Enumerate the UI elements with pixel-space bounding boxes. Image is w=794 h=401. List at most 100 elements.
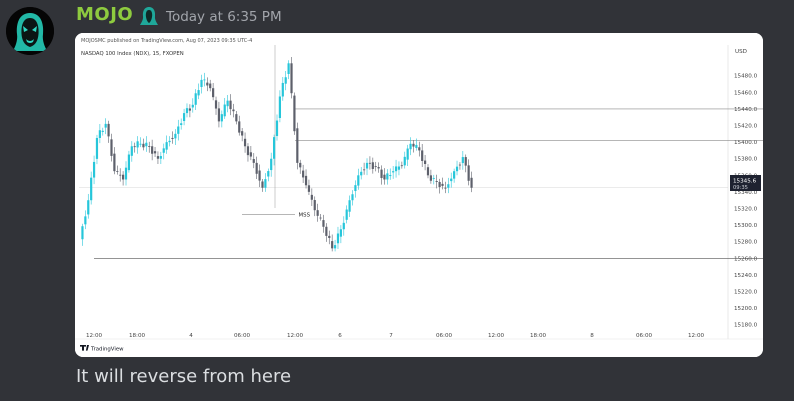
candle-body <box>177 126 180 134</box>
price-tick-label: 15480.0 <box>734 74 758 80</box>
candle-body <box>197 90 200 96</box>
candle-body <box>264 179 267 188</box>
candle-body <box>270 158 273 171</box>
candle-body <box>185 108 189 114</box>
username[interactable]: MOJO <box>76 4 134 25</box>
message-text: It will reverse from here <box>76 366 292 387</box>
candle-body <box>438 181 441 188</box>
candle-body <box>162 148 165 153</box>
price-tick-label: 15400.0 <box>734 140 758 146</box>
candle-body <box>200 79 203 88</box>
candle-body <box>110 139 113 156</box>
time-tick-label: 12:00 <box>86 333 103 339</box>
candle-body <box>98 130 101 138</box>
candle-body <box>374 166 377 168</box>
candle-body <box>400 165 403 167</box>
candle-body <box>284 77 287 84</box>
candle-body <box>182 113 186 122</box>
candle-body <box>296 128 299 163</box>
candle-body <box>136 141 139 148</box>
candle-body <box>122 174 125 180</box>
candle-body <box>153 151 157 154</box>
candle-body <box>151 146 154 154</box>
candle-body <box>232 109 235 112</box>
chart-image-attachment[interactable]: MOJOSMC published on TradingView.com, Au… <box>75 33 763 357</box>
candle-body <box>104 123 107 128</box>
candle-body <box>81 226 84 240</box>
candle-body <box>426 167 430 176</box>
chart-symbol-title: NASDAQ 100 Index (NDX), 15, FXOPEN <box>81 51 184 57</box>
candle-body <box>206 82 209 86</box>
candlestick-chart: MOJOSMC published on TradingView.com, Au… <box>75 33 763 357</box>
current-price-tag <box>730 175 761 191</box>
candle-body <box>92 161 96 178</box>
candle-body <box>423 160 427 165</box>
candle-body <box>415 144 418 148</box>
candle-body <box>328 235 331 238</box>
candle-body <box>360 171 363 176</box>
time-tick-label: 12:00 <box>287 333 304 339</box>
candle-body <box>226 100 229 107</box>
candle-body <box>87 200 90 215</box>
candle-body <box>217 108 221 122</box>
time-tick-label: 06:00 <box>234 333 251 339</box>
candle-body <box>470 177 473 188</box>
time-tick-label: 18:00 <box>530 333 547 339</box>
candle-body <box>342 222 345 230</box>
candle-body <box>447 184 450 188</box>
candle-body <box>252 159 255 163</box>
candle-body <box>412 143 415 147</box>
user-avatar[interactable] <box>6 7 54 55</box>
candle-body <box>191 104 194 108</box>
candle-body <box>278 96 282 119</box>
candle-body <box>180 123 183 125</box>
candle-body <box>394 166 398 172</box>
candle-body <box>392 171 395 173</box>
candle-body <box>124 167 128 180</box>
candle-body <box>458 164 462 166</box>
candle-body <box>130 146 133 156</box>
candle-body <box>377 167 380 169</box>
candle-body <box>156 156 160 159</box>
time-tick-label: 12:00 <box>688 333 705 339</box>
candle-body <box>386 173 389 180</box>
candle-body <box>313 200 316 211</box>
candle-body <box>380 169 383 178</box>
candle-body <box>145 142 148 147</box>
time-tick-label: 12:00 <box>488 333 505 339</box>
candle-body <box>229 100 232 110</box>
candle-body <box>246 146 250 156</box>
candle-body <box>90 177 93 201</box>
candle-body <box>188 108 191 111</box>
time-tick-label: 06:00 <box>436 333 453 339</box>
candle-body <box>421 150 424 162</box>
candle-body <box>299 162 302 168</box>
candle-body <box>214 100 218 109</box>
candle-body <box>258 170 261 181</box>
candle-body <box>127 154 131 171</box>
price-tick-label: 15200.0 <box>734 306 758 312</box>
candle-body <box>307 185 311 192</box>
tradingview-logo: TradingView <box>80 345 124 353</box>
candle-body <box>325 226 328 236</box>
price-tick-label: 15340.0 <box>734 190 758 196</box>
candle-body <box>389 175 392 177</box>
time-tick-label: 06:00 <box>636 333 653 339</box>
candle-body <box>336 233 340 244</box>
time-tick-label: 8 <box>590 333 594 339</box>
candle-body <box>406 148 409 160</box>
candle-body <box>339 229 342 237</box>
candle-body <box>429 175 432 181</box>
price-tick-label: 15460.0 <box>734 90 758 96</box>
candle-body <box>95 137 99 159</box>
candle-body <box>116 171 119 172</box>
candle-body <box>435 181 438 182</box>
candle-body <box>238 121 241 133</box>
candle-body <box>267 171 270 177</box>
candle-body <box>171 137 174 139</box>
candle-body <box>464 157 467 166</box>
candle-body <box>467 165 470 181</box>
candle-body <box>322 220 325 227</box>
candle-body <box>281 82 284 97</box>
candle-body <box>418 147 421 151</box>
